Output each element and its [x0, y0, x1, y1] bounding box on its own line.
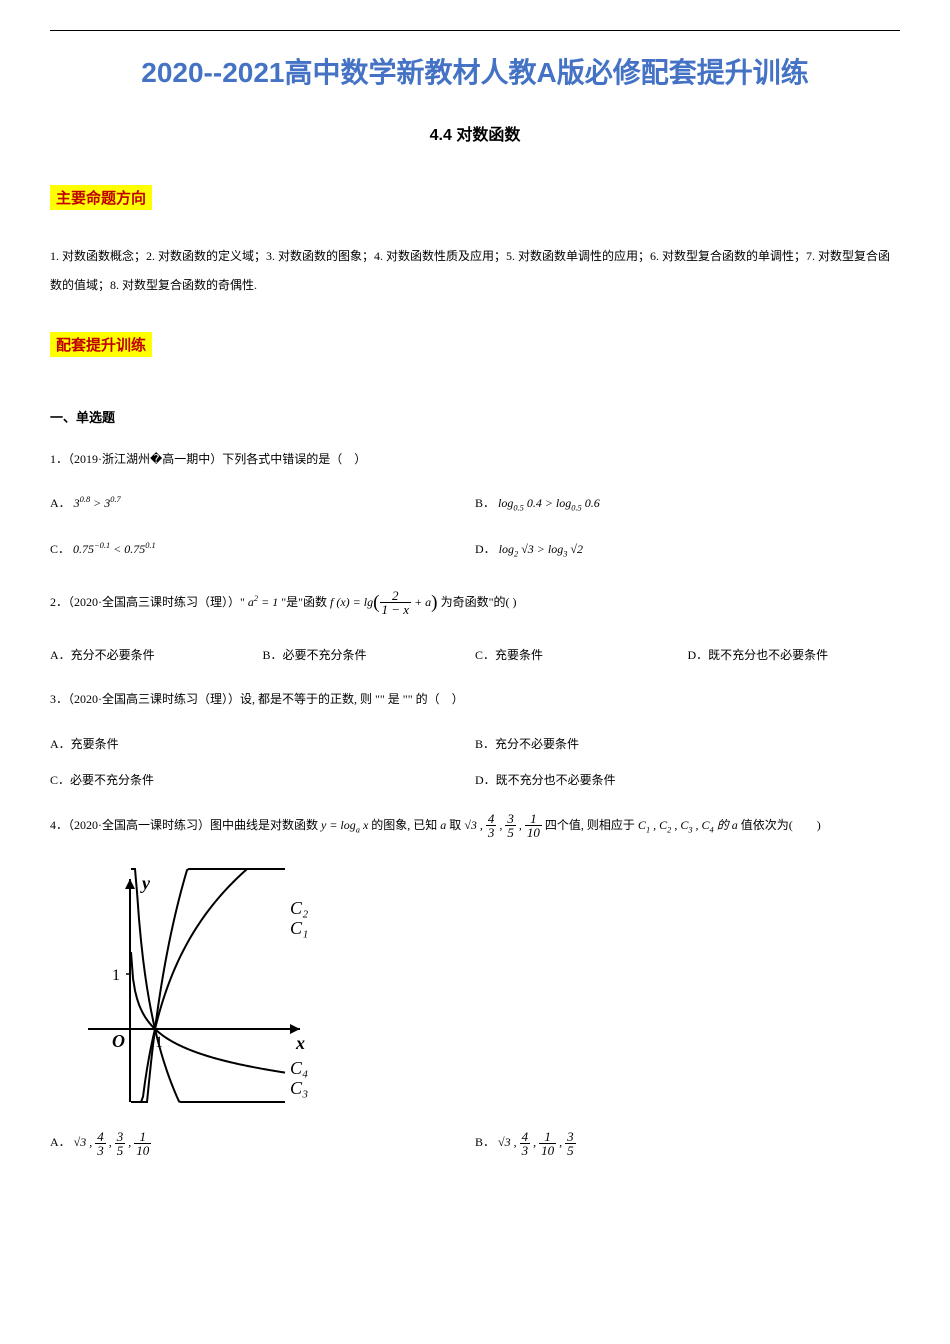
q3-optC: C．必要不充分条件 [50, 767, 475, 793]
highlight-training: 配套提升训练 [50, 332, 152, 357]
highlight-training-box: 配套提升训练 [50, 312, 900, 377]
q4-optB: B． √3 , 43 , 110 , 35 [475, 1129, 900, 1157]
q4-math-values: √3 , 43 , 35 , 110 [464, 818, 545, 832]
q3-optD: D．既不充分也不必要条件 [475, 767, 900, 793]
q4-math-a: a [440, 818, 449, 832]
q3-optA: A．充要条件 [50, 731, 475, 757]
q2-options: A．充分不必要条件 B．必要不充分条件 C．充要条件 D．既不充分也不必要条件 [50, 642, 900, 668]
q4-stem-pre: 4．（2020·全国高一课时练习）图中曲线是对数函数 [50, 818, 318, 832]
q1-optA: A． 30.8 > 30.7 [50, 490, 475, 518]
q1-options: A． 30.8 > 30.7 B． log0.5 0.4 > log0.5 0.… [50, 490, 900, 564]
svg-text:y: y [140, 873, 151, 893]
q4-optA: A． √3 , 43 , 35 , 110 [50, 1129, 475, 1157]
q2-optB: B．必要不充分条件 [263, 642, 476, 668]
q1-optD-math: log2 √3 > log3 √2 [499, 542, 583, 556]
q3-options: A．充要条件 B．充分不必要条件 C．必要不充分条件 D．既不充分也不必要条件 [50, 731, 900, 794]
q2-optA: A．充分不必要条件 [50, 642, 263, 668]
q4-math1: y = loga x [321, 818, 371, 832]
q2-optC: C．充要条件 [475, 642, 688, 668]
q4-optB-math: √3 , 43 , 110 , 35 [498, 1135, 576, 1149]
q4-options: A． √3 , 43 , 35 , 110 B． √3 , 43 , 110 ,… [50, 1129, 900, 1157]
log-curves-svg: yxO11C₁C₂C₃C₄ [80, 864, 320, 1104]
q2-optD: D．既不充分也不必要条件 [688, 642, 901, 668]
q1-stem: 1．（2019·浙江湖州�高一期中）下列各式中错误的是（ ） [50, 446, 900, 472]
direction-text: 1. 对数函数概念；2. 对数函数的定义域；3. 对数函数的图象；4. 对数函数… [50, 242, 900, 300]
svg-text:C₃: C₃ [290, 1078, 308, 1098]
q2-stem-pre: 2．（2020·全国高三课时练习（理））" [50, 595, 245, 609]
highlight-direction-box: 主要命题方向 [50, 165, 900, 230]
highlight-direction: 主要命题方向 [50, 185, 152, 210]
main-title: 2020--2021高中数学新教材人教A版必修配套提升训练 [50, 51, 900, 91]
svg-text:C₂: C₂ [290, 898, 308, 918]
q4-stem-post: 值依次为( ) [741, 818, 821, 832]
q4-optA-label: A． [50, 1135, 71, 1149]
svg-text:1: 1 [112, 967, 120, 984]
svg-text:C₄: C₄ [290, 1058, 308, 1078]
q2-stem-post: 为奇函数"的( ) [441, 595, 517, 609]
svg-text:O: O [112, 1031, 125, 1051]
q4-optB-label: B． [475, 1135, 495, 1149]
q1-optB: B． log0.5 0.4 > log0.5 0.6 [475, 490, 900, 518]
q1-optB-math: log0.5 0.4 > log0.5 0.6 [498, 496, 600, 510]
section-title: 4.4 对数函数 [50, 121, 900, 145]
q4-optA-math: √3 , 43 , 35 , 110 [74, 1135, 152, 1149]
q3-stem: 3．（2020·全国高三课时练习（理））设, 都是不等于的正数, 则 "" 是 … [50, 686, 900, 712]
q2-math2: f (x) = lg⁠(21 − x + a) [330, 595, 438, 609]
q4-stem-mid1: 的图象, 已知 [371, 818, 437, 832]
q1-optA-label: A． [50, 496, 71, 510]
q3-optB: B．充分不必要条件 [475, 731, 900, 757]
q1-optD: D． log2 √3 > log3 √2 [475, 536, 900, 564]
q1-optB-label: B． [475, 496, 495, 510]
svg-text:C₁: C₁ [290, 918, 308, 938]
q1-optC: C． 0.75−0.1 < 0.750.1 [50, 536, 475, 564]
q1-optD-label: D． [475, 542, 496, 556]
top-rule [50, 30, 900, 31]
category-single-choice: 一、单选题 [50, 407, 900, 426]
svg-text:x: x [295, 1033, 305, 1053]
q4-stem-mid2: 取 [449, 818, 461, 832]
q1-optA-math: 30.8 > 30.7 [74, 496, 121, 510]
log-curves-chart: yxO11C₁C₂C₃C₄ [80, 864, 900, 1104]
q4-stem: 4．（2020·全国高一课时练习）图中曲线是对数函数 y = loga x 的图… [50, 812, 900, 840]
q1-optC-math: 0.75−0.1 < 0.750.1 [73, 542, 156, 556]
q4-stem-mid3: 四个值, 则相应于 [545, 818, 635, 832]
q2-math1: a2 = 1 [248, 595, 278, 609]
q2-stem-mid: "是"函数 [281, 595, 327, 609]
q4-math-curves: C1 , C2 , C3 , C4 的 a [638, 818, 741, 832]
q2-stem: 2．（2020·全国高三课时练习（理））" a2 = 1 "是"函数 f (x)… [50, 582, 900, 624]
q1-optC-label: C． [50, 542, 70, 556]
